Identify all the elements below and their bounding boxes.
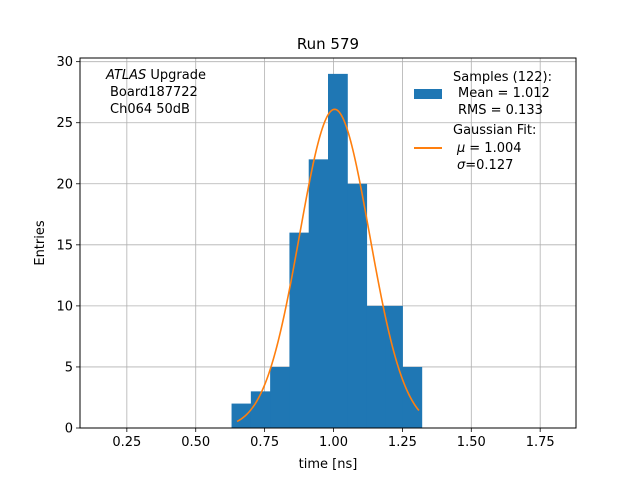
histogram-bar	[308, 159, 329, 428]
annotation-experiment-name: ATLAS	[105, 68, 146, 83]
histogram-bars	[231, 73, 423, 429]
y-tick-label: 0	[65, 422, 73, 437]
x-axis-label: time [ns]	[299, 457, 358, 472]
legend-fit-mu-value: = 1.004	[469, 141, 521, 156]
histogram-bar	[366, 305, 387, 428]
legend-histogram-rms: RMS = 0.133	[458, 103, 543, 118]
chart-title: Run 579	[297, 35, 359, 53]
y-tick-label: 10	[56, 299, 73, 314]
legend: Samples (122): Mean = 1.012 RMS = 0.133 …	[414, 70, 552, 173]
y-tick-label: 5	[65, 360, 73, 375]
histogram-bar	[347, 183, 368, 428]
x-tick-label: 1.50	[457, 435, 486, 450]
annotation-channel: Ch064 50dB	[110, 102, 190, 117]
legend-histogram-mean: Mean = 1.012	[458, 86, 550, 101]
y-tick-label: 15	[56, 238, 73, 253]
annotation-board: Board187722	[110, 85, 198, 100]
annotation-experiment-suffix: Upgrade	[146, 68, 206, 83]
fit-curve-group	[236, 108, 420, 423]
histogram-bar	[328, 73, 348, 429]
axis-ticks: 0.25 0.50 0.75 1.00 1.25 1.50 1.75 0 5 10 15 20 25 30	[56, 55, 554, 450]
x-tick-label: 0.25	[112, 435, 141, 450]
y-tick-label: 25	[56, 116, 73, 131]
histogram-bar	[385, 305, 403, 428]
y-axis-label: Entries	[33, 220, 48, 266]
legend-fit-sigma: σ=0.127	[457, 158, 513, 173]
x-tick-label: 0.75	[250, 435, 279, 450]
x-tick-label: 1.25	[388, 435, 417, 450]
legend-histogram-swatch	[414, 89, 442, 99]
legend-fit-sigma-value: =0.127	[465, 158, 513, 173]
x-tick-label: 0.50	[181, 435, 210, 450]
fit-curve	[236, 108, 420, 423]
histogram-bar	[402, 366, 423, 428]
legend-fit-name: Gaussian Fit:	[453, 123, 536, 138]
x-tick-label: 1.75	[526, 435, 555, 450]
histogram-bar	[270, 366, 290, 428]
histogram-bar	[250, 391, 271, 428]
y-tick-label: 30	[56, 55, 73, 70]
legend-histogram-name: Samples (122):	[453, 70, 552, 85]
x-tick-label: 1.00	[319, 435, 348, 450]
legend-fit-mu: μ = 1.004	[456, 141, 522, 156]
histogram-bar	[231, 403, 252, 428]
plot-frame	[79, 57, 577, 429]
annotation-experiment: ATLAS Upgrade	[105, 68, 206, 83]
y-tick-label: 20	[56, 177, 73, 192]
histogram-bar	[289, 232, 310, 428]
